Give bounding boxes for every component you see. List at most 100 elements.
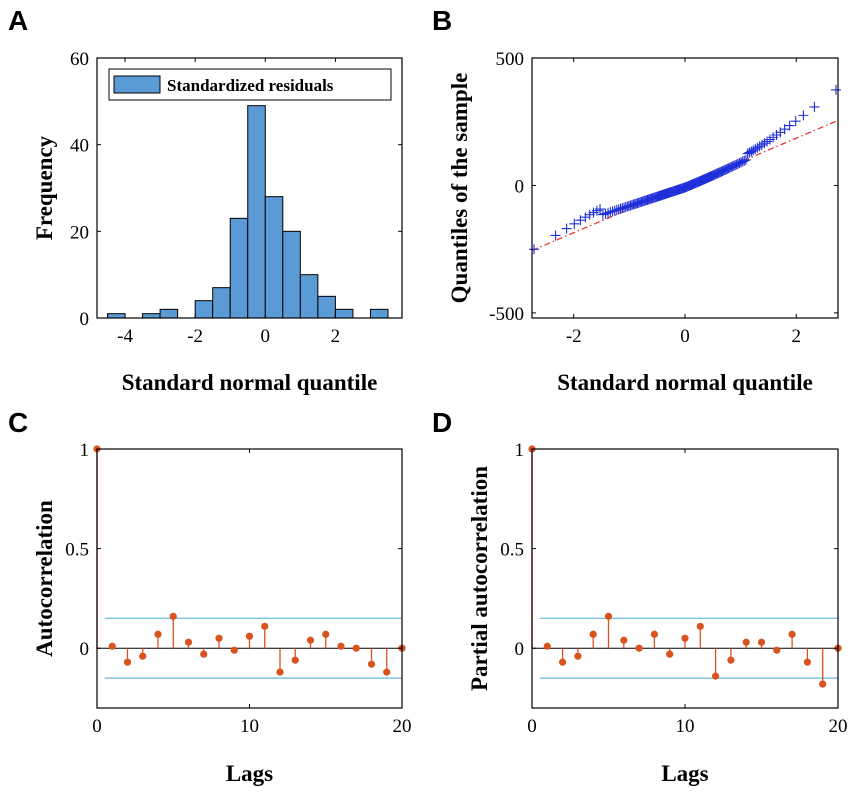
qq-point	[597, 209, 608, 220]
plot-frame	[531, 57, 839, 319]
y-tick-label: 0.5	[500, 540, 524, 561]
qq-point	[740, 154, 751, 165]
qq-point	[809, 101, 820, 112]
stem-marker	[245, 632, 254, 640]
x-tick-label: 0	[92, 716, 102, 737]
stem-marker	[650, 630, 659, 638]
qq-point	[575, 215, 586, 226]
qq-point	[595, 204, 606, 215]
panel-c-autocorrelation: C 0 10 20 0 0.5 1 Lags Autocorrelation	[8, 407, 412, 786]
stem-marker	[184, 638, 193, 646]
y-tick-label: 1	[515, 440, 525, 461]
y-tick-label: 1	[80, 440, 90, 461]
qq-point	[529, 244, 540, 255]
legend-swatch	[113, 75, 161, 94]
qq-point	[723, 163, 734, 174]
panel-letter: C	[8, 407, 28, 438]
panel-b-qq-plot: B -2 0 2 -500 0 500 Standard normal quantile Qua…	[432, 5, 841, 395]
qq-point	[798, 110, 809, 121]
panel-d-partial-autocorrelation: D 0 10 20 0 0.5 1 Lags Partial autocorrelation	[432, 407, 848, 786]
plot-frame	[96, 57, 403, 319]
histogram-bar	[317, 295, 336, 319]
stem-marker	[819, 680, 827, 688]
panel-letter: A	[8, 5, 28, 36]
y-axis-label: Partial autocorrelation	[467, 466, 492, 691]
x-axis-label: Lags	[661, 761, 708, 786]
qq-point	[759, 138, 770, 149]
y-axis-label: Quantiles of the sample	[447, 73, 472, 304]
plot-frame	[531, 448, 839, 709]
stem-marker	[803, 658, 812, 666]
y-tick-label: 20	[70, 222, 89, 243]
y-tick-label: 0	[80, 309, 90, 330]
stem-marker	[367, 660, 376, 668]
stem-marker	[322, 630, 330, 638]
qq-point	[580, 212, 591, 223]
stem-marker	[620, 636, 628, 644]
qq-point	[561, 223, 572, 234]
qq-point	[830, 84, 841, 95]
stem-marker	[230, 646, 238, 654]
stem-marker	[215, 634, 223, 642]
qq-point	[607, 206, 618, 217]
qq-point	[756, 139, 767, 150]
qq-point	[779, 124, 790, 135]
y-tick-label: 0	[515, 639, 525, 660]
x-tick-label: 10	[676, 716, 695, 737]
qq-point	[605, 207, 616, 218]
qq-point	[726, 162, 737, 173]
y-tick-label: 60	[70, 49, 89, 70]
x-tick-label: 10	[240, 716, 259, 737]
qq-point	[550, 230, 561, 241]
qq-point	[748, 145, 759, 156]
stem-marker	[261, 622, 269, 630]
x-tick-label: 20	[829, 716, 848, 737]
qq-point	[750, 144, 761, 155]
x-axis-label: Standard normal quantile	[122, 370, 378, 395]
stem-marker	[574, 652, 582, 660]
stem-marker	[352, 644, 360, 652]
x-tick-label: 0	[680, 326, 690, 347]
stem-marker	[773, 646, 781, 654]
histogram-bar	[194, 300, 214, 319]
panel-letter: B	[432, 5, 452, 36]
stem-marker	[635, 644, 643, 652]
stem-marker	[757, 638, 766, 646]
histogram-bar	[212, 287, 231, 319]
stem-marker	[108, 642, 116, 650]
x-tick-label: 0	[261, 326, 271, 347]
stem-marker	[589, 630, 597, 638]
y-tick-label: 40	[70, 136, 89, 157]
x-axis-label: Lags	[226, 761, 273, 786]
qq-point	[600, 208, 611, 219]
qq-point	[727, 161, 738, 172]
stem-marker	[696, 622, 704, 630]
plot-frame	[96, 448, 403, 709]
x-tick-label: -2	[187, 326, 203, 347]
qq-point	[603, 207, 614, 218]
stem-marker	[712, 672, 720, 680]
x-tick-label: -4	[117, 326, 133, 347]
stem-marker	[742, 638, 750, 646]
panel-letter: D	[432, 407, 452, 438]
y-tick-label: 0	[515, 176, 525, 197]
stem-marker	[543, 642, 551, 650]
x-tick-label: 20	[393, 716, 412, 737]
x-tick-label: 2	[792, 326, 802, 347]
stem-marker	[123, 658, 132, 666]
x-axis-label: Standard normal quantile	[557, 370, 813, 395]
qq-point	[784, 120, 795, 131]
y-axis-label: Frequency	[32, 135, 57, 240]
qq-point	[790, 116, 801, 127]
y-tick-label: 500	[496, 49, 525, 70]
histogram-bar	[334, 308, 354, 319]
stem-marker	[276, 668, 284, 676]
stem-marker	[383, 668, 391, 676]
legend: Standardized residuals	[108, 68, 392, 101]
histogram-bar	[247, 105, 266, 319]
histogram-bar	[107, 313, 126, 319]
stem-marker	[681, 634, 689, 642]
histogram-bar	[264, 196, 284, 319]
